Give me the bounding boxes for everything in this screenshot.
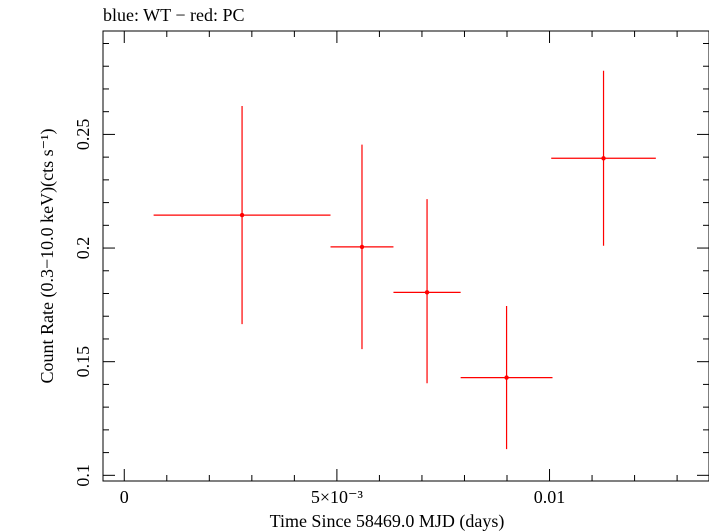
y-axis-label: Count Rate (0.3−10.0 keV)(cts s⁻¹): [37, 128, 58, 383]
data-point: [551, 70, 656, 246]
point-marker: [601, 156, 606, 161]
chart-title: blue: WT − red: PC: [103, 5, 244, 25]
y-tick-label: 0.25: [73, 119, 93, 151]
data-point: [460, 306, 553, 450]
tick-labels: 0 5×10⁻³ 0.01 0.1 0.15 0.2 0.25: [73, 119, 565, 507]
x-tick-label: 0.01: [534, 487, 566, 507]
x-axis-label: Time Since 58469.0 MJD (days): [270, 511, 505, 532]
y-tick-label: 0.15: [73, 346, 93, 378]
data-point: [153, 106, 331, 325]
point-marker: [359, 244, 365, 250]
data-points: [153, 70, 656, 450]
data-point: [393, 199, 461, 384]
x-tick-label: 5×10⁻³: [311, 487, 364, 507]
y-tick-label: 0.1: [73, 464, 93, 487]
y-tick-label: 0.2: [73, 237, 93, 260]
point-marker: [504, 375, 509, 380]
x-tick-label: 0: [120, 487, 129, 507]
point-marker: [239, 212, 245, 218]
point-marker: [424, 290, 430, 295]
plot-frame: [102, 30, 709, 482]
tick-marks: [103, 31, 709, 481]
data-point: [330, 144, 394, 350]
